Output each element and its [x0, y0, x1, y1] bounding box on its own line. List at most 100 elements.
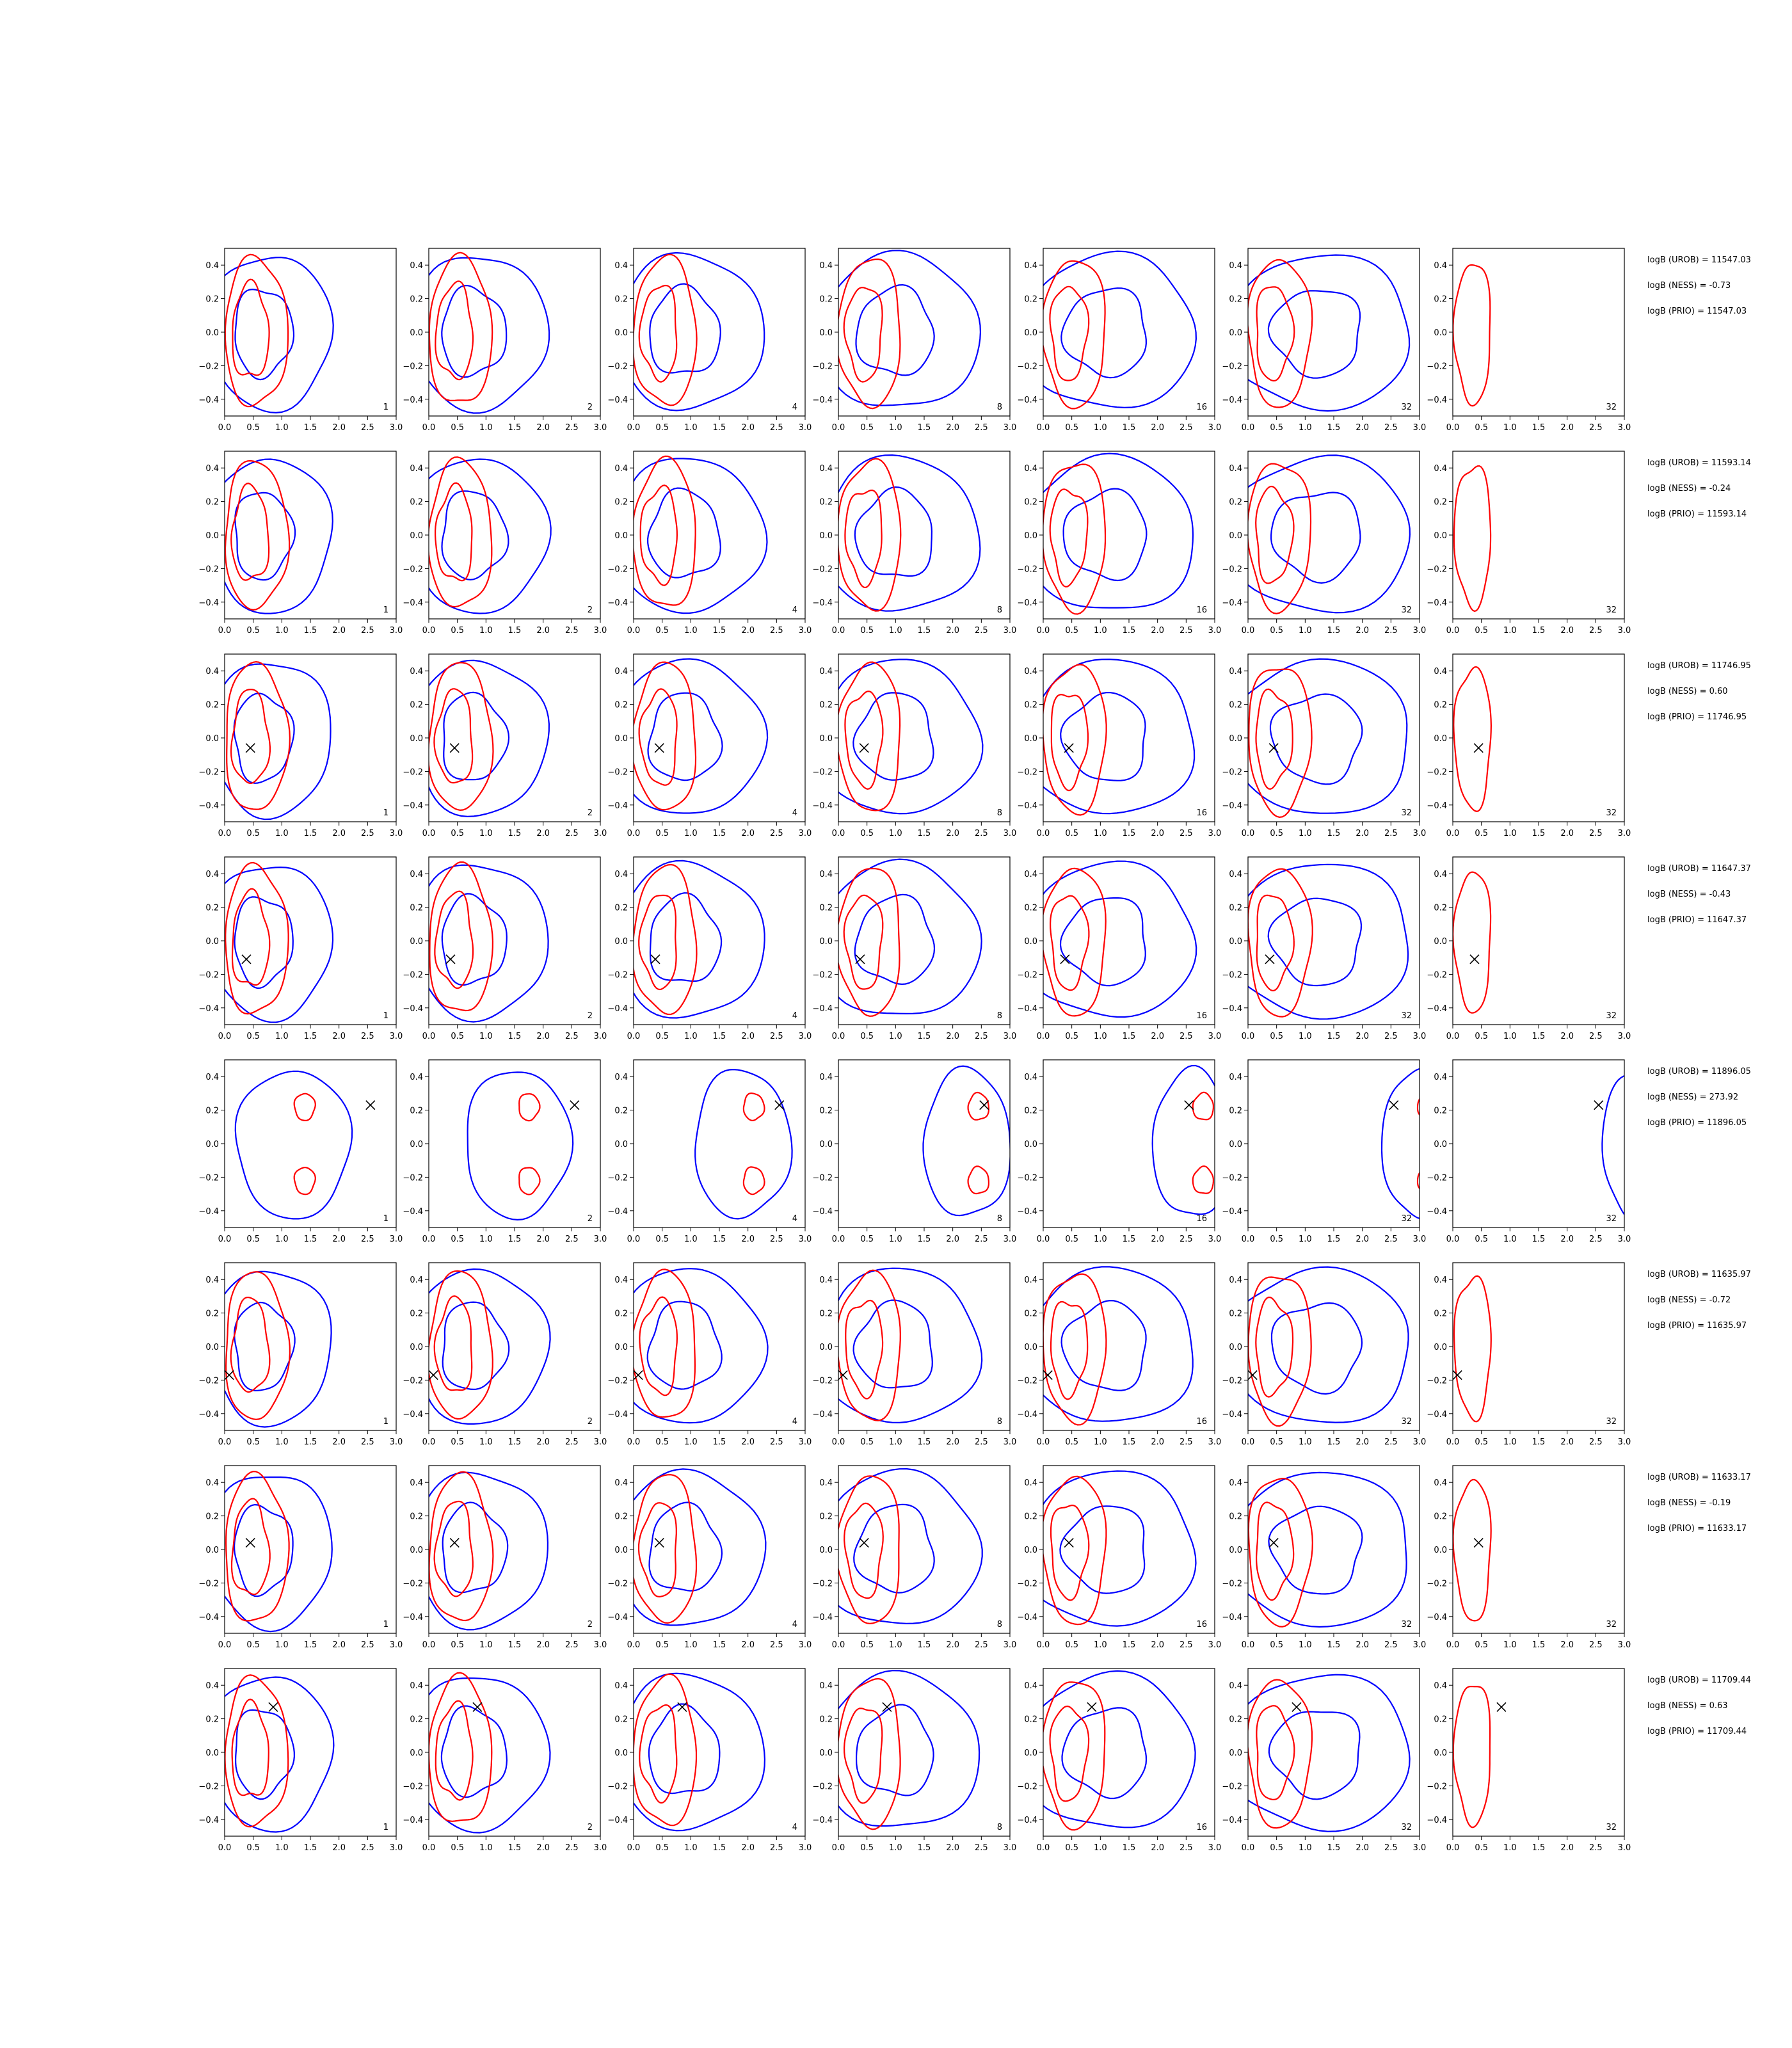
y-tick-label: −0.4 — [1427, 1410, 1447, 1420]
contour-blue-outer — [1248, 254, 1411, 412]
y-tick-label: 0.2 — [614, 1715, 628, 1725]
x-tick-label: 0.0 — [1242, 1235, 1255, 1244]
contours — [429, 1672, 551, 1834]
x-tick-label: 0.0 — [422, 829, 436, 838]
x-tick-label: 0.5 — [451, 423, 464, 433]
x-tick-label: 0.5 — [1270, 626, 1283, 636]
x-tick-label: 1.5 — [918, 1032, 931, 1041]
contour-red-inner — [1256, 894, 1295, 992]
contour-blue-outer — [634, 658, 769, 814]
contour-blue-outer — [225, 1676, 335, 1833]
x-marker — [979, 1100, 989, 1110]
contour-blue-outer — [1380, 1068, 1420, 1220]
x-tick-label: 0.0 — [1446, 829, 1460, 838]
panel: 0.0 0.5 1.0 1.5 2.0 2.5 3.0 0.4 0.2 0.0 −0.2 −0.4 32 — [1222, 1668, 1426, 1853]
x-tick-label: 1.5 — [1123, 1235, 1136, 1244]
x-tick-label: 2.5 — [975, 1032, 988, 1041]
x-marker — [677, 1702, 687, 1712]
x-tick-label: 0.0 — [832, 1437, 845, 1447]
contour-red-outer — [1453, 1275, 1492, 1423]
y-tick-label: −0.2 — [1427, 970, 1447, 980]
x-tick-label: 1.0 — [684, 1843, 698, 1853]
contour-blue-outer — [429, 257, 550, 414]
x-tick-label: 3.0 — [1004, 1640, 1017, 1650]
contours — [1453, 1478, 1492, 1622]
contour-blue-outer — [429, 1268, 551, 1425]
y-tick-label: −0.2 — [1427, 1579, 1447, 1588]
x-tick-label: 2.0 — [741, 423, 755, 433]
panel-label: 32 — [1606, 1620, 1617, 1629]
x-tick-label: 1.0 — [1094, 829, 1107, 838]
x-tick-label: 3.0 — [1004, 829, 1017, 838]
contour-red-outer — [429, 861, 493, 1012]
x-tick-label: 0.0 — [218, 423, 232, 433]
contours — [429, 861, 549, 1023]
contour-red-inner — [435, 280, 474, 381]
x-tick-label: 2.5 — [770, 1843, 783, 1853]
x-tick-label: 1.5 — [1327, 626, 1341, 636]
x-tick-label: 3.0 — [594, 1437, 607, 1447]
panel-label: 8 — [997, 1620, 1002, 1629]
contour-red-upper — [293, 1092, 316, 1121]
logb-text: logB (UROB) = 11633.17 — [1647, 1473, 1751, 1482]
contours — [1453, 1275, 1492, 1423]
x-tick-label: 1.5 — [1123, 1843, 1136, 1853]
x-tick-label: 2.0 — [1356, 1437, 1369, 1447]
logb-text: logB (UROB) = 11647.37 — [1647, 864, 1751, 874]
y-tick-label: 0.4 — [1229, 1276, 1242, 1285]
panel-label: 32 — [1401, 1214, 1412, 1224]
contour-red-inner — [845, 1299, 884, 1400]
contour-red-outer — [1248, 668, 1313, 819]
contour-red-outer — [1248, 1478, 1313, 1628]
contours — [1248, 454, 1411, 614]
y-tick-label: −0.4 — [607, 1410, 628, 1420]
x-tick-label: 2.0 — [1356, 829, 1369, 838]
contour-blue-inner — [234, 1301, 296, 1391]
x-tick-label: 0.5 — [246, 1437, 260, 1447]
y-tick-label: 0.2 — [1434, 904, 1447, 913]
y-tick-label: −0.2 — [1017, 564, 1037, 574]
contour-blue-outer — [838, 659, 984, 815]
panel-label: 4 — [792, 1417, 797, 1427]
logb-text: logB (NESS) = -0.73 — [1647, 281, 1731, 291]
x-marker — [1184, 1100, 1194, 1110]
panel-label: 32 — [1401, 1620, 1412, 1629]
contour-blue-outer — [429, 458, 552, 614]
panel-frame — [224, 1262, 397, 1431]
y-tick-label: 0.0 — [819, 937, 833, 947]
panel: 0.0 0.5 1.0 1.5 2.0 2.5 3.0 0.4 0.2 0.0 −0.2 −0.4 8 — [812, 1059, 1016, 1244]
contours — [838, 454, 981, 612]
contour-blue-inner — [855, 1704, 934, 1796]
x-tick-label: 0.0 — [1446, 423, 1460, 433]
contour-red-inner — [638, 284, 678, 383]
y-tick-label: 0.0 — [1229, 531, 1242, 541]
y-tick-label: −0.4 — [198, 396, 219, 405]
panel-label: 4 — [792, 1823, 797, 1832]
contour-red-outer — [1043, 664, 1107, 816]
x-tick-label: 1.5 — [918, 829, 931, 838]
y-tick-label: 0.0 — [819, 328, 833, 338]
x-tick-label: 0.0 — [627, 1235, 641, 1244]
y-tick-label: 0.4 — [1434, 1478, 1447, 1488]
x-tick-label: 2.5 — [1384, 626, 1398, 636]
logb-text: logB (UROB) = 11547.03 — [1647, 255, 1751, 265]
panel-frame — [1452, 248, 1625, 417]
y-tick-label: 0.4 — [1434, 1681, 1447, 1691]
contour-blue-outer — [838, 454, 981, 612]
contour-blue-outer — [234, 1070, 353, 1220]
y-tick-label: −0.2 — [1017, 767, 1037, 777]
contour-blue-inner — [234, 896, 294, 989]
x-tick-label: 0.5 — [246, 1032, 260, 1041]
contours — [1248, 254, 1411, 412]
contour-blue-outer — [838, 1267, 983, 1424]
y-tick-label: 0.2 — [1024, 904, 1037, 913]
x-tick-label: 2.5 — [1384, 1640, 1398, 1650]
x-tick-label: 1.5 — [918, 423, 931, 433]
y-tick-label: −0.2 — [403, 362, 423, 371]
x-tick-label: 3.0 — [1208, 423, 1222, 433]
x-tick-label: 3.0 — [594, 423, 607, 433]
x-tick-label: 1.0 — [479, 626, 493, 636]
y-tick-label: 0.0 — [819, 1343, 833, 1352]
y-tick-label: 0.4 — [614, 1478, 628, 1488]
panel-frame — [1043, 1059, 1215, 1228]
